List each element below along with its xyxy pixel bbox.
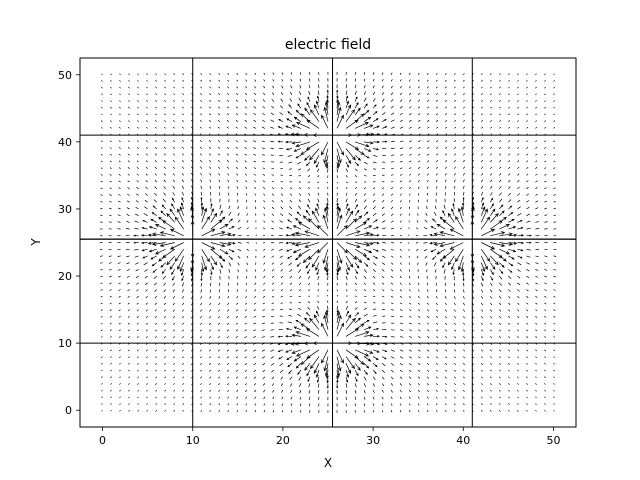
field-lines	[80, 58, 576, 427]
x-tick-label: 40	[456, 434, 470, 447]
y-tick-label: 20	[58, 270, 72, 283]
y-tick-label: 50	[58, 69, 72, 82]
x-axis-ticks: 0 10 20 30 40 50	[99, 427, 560, 447]
x-tick-label: 30	[366, 434, 380, 447]
y-axis-ticks: 0 10 20 30 40 50	[58, 69, 80, 417]
x-tick-label: 50	[546, 434, 560, 447]
x-axis-label: X	[324, 456, 332, 470]
y-tick-label: 0	[65, 404, 72, 417]
quiver-arrows	[99, 71, 557, 413]
chart-title: electric field	[285, 37, 371, 53]
quiver-arrow-field	[99, 71, 557, 413]
x-tick-label: 10	[186, 434, 200, 447]
plot-frame	[79, 57, 577, 428]
x-tick-label: 0	[99, 434, 106, 447]
y-tick-label: 10	[58, 337, 72, 350]
y-tick-label: 40	[58, 136, 72, 149]
x-tick-label: 20	[276, 434, 290, 447]
y-tick-label: 30	[58, 203, 72, 216]
y-axis-label: Y	[29, 238, 43, 247]
